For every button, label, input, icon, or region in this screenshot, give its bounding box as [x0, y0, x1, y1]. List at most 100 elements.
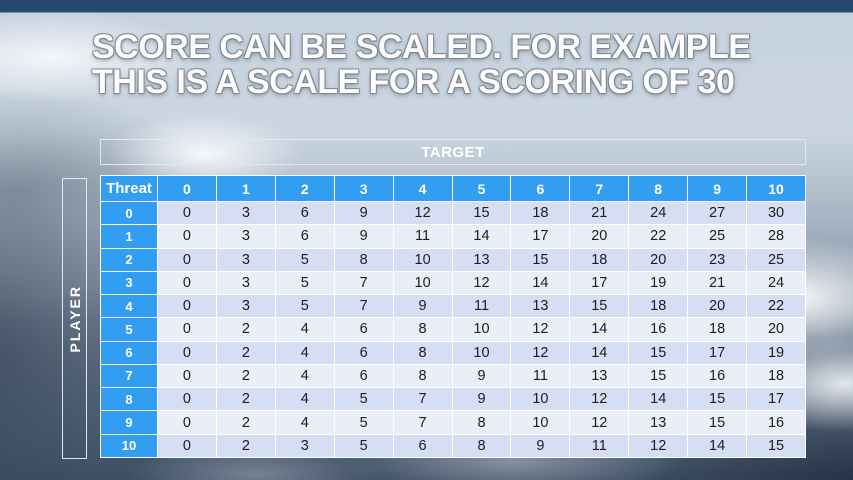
- table-cell: 24: [628, 200, 689, 226]
- table-cell: 13: [569, 363, 630, 389]
- table-cell: 19: [628, 270, 689, 296]
- table-cell: 4: [274, 340, 335, 365]
- row-header: 3: [100, 270, 158, 296]
- table-row: 3 0 3 5 7 10 12 14 17 19 21 24: [100, 270, 806, 296]
- table-cell: 25: [746, 247, 806, 272]
- table-cell: 3: [215, 247, 276, 272]
- table-cell: 7: [392, 387, 453, 412]
- table-cell: 0: [157, 224, 217, 249]
- table-cell: 12: [392, 200, 453, 226]
- table-cell: 14: [687, 433, 748, 459]
- table-cell: 28: [746, 224, 806, 249]
- table-cell: 0: [157, 410, 217, 435]
- row-header: 1: [100, 224, 158, 249]
- table-row: 10 0 2 3 5 6 8 9 11 12 14 15: [100, 433, 806, 459]
- table-cell: 8: [392, 363, 453, 389]
- table-cell: 27: [687, 200, 748, 226]
- corner-header-threat: Threat: [100, 175, 158, 202]
- column-header: 10: [746, 175, 806, 202]
- table-cell: 10: [392, 247, 453, 272]
- table-cell: 20: [569, 224, 630, 249]
- table-row: 8 0 2 4 5 7 9 10 12 14 15 17: [100, 387, 806, 412]
- table-cell: 3: [215, 294, 276, 319]
- table-head: Threat 0 1 2 3 4 5 6 7 8 9 10: [100, 175, 806, 202]
- table-cell: 15: [687, 387, 748, 412]
- table-cell: 0: [157, 270, 217, 296]
- table-cell: 9: [451, 387, 512, 412]
- row-header: 7: [100, 363, 158, 389]
- table-cell: 8: [333, 247, 394, 272]
- table-cell: 9: [392, 294, 453, 319]
- table-cell: 14: [628, 387, 689, 412]
- row-header: 5: [100, 317, 158, 342]
- table-cell: 12: [510, 340, 571, 365]
- table-cell: 6: [333, 340, 394, 365]
- table-cell: 14: [510, 270, 571, 296]
- column-header: 8: [628, 175, 689, 202]
- table-cell: 9: [451, 363, 512, 389]
- table-cell: 7: [333, 270, 394, 296]
- table-row: 4 0 3 5 7 9 11 13 15 18 20 22: [100, 294, 806, 319]
- table-cell: 30: [746, 200, 806, 226]
- table-cell: 0: [157, 363, 217, 389]
- column-header: 6: [510, 175, 571, 202]
- table-cell: 21: [687, 270, 748, 296]
- table-cell: 7: [333, 294, 394, 319]
- table-cell: 14: [451, 224, 512, 249]
- table-cell: 6: [333, 317, 394, 342]
- table-cell: 3: [274, 433, 335, 459]
- table-cell: 15: [510, 247, 571, 272]
- player-label: PLAYER: [66, 284, 83, 353]
- column-header: 3: [333, 175, 394, 202]
- table-cell: 2: [215, 363, 276, 389]
- table-cell: 13: [510, 294, 571, 319]
- table-cell: 6: [274, 200, 335, 226]
- table-cell: 16: [687, 363, 748, 389]
- target-header-bar: TARGET: [100, 139, 806, 165]
- table-cell: 18: [687, 317, 748, 342]
- table-row: 6 0 2 4 6 8 10 12 14 15 17 19: [100, 340, 806, 365]
- table-cell: 22: [746, 294, 806, 319]
- table-cell: 5: [274, 247, 335, 272]
- table-cell: 5: [333, 433, 394, 459]
- table-cell: 11: [392, 224, 453, 249]
- table-cell: 10: [451, 340, 512, 365]
- table-cell: 20: [746, 317, 806, 342]
- table-cell: 9: [510, 433, 571, 459]
- row-header: 8: [100, 387, 158, 412]
- table-cell: 15: [569, 294, 630, 319]
- table-cell: 11: [510, 363, 571, 389]
- table-cell: 7: [392, 410, 453, 435]
- row-header: 9: [100, 410, 158, 435]
- table-cell: 17: [569, 270, 630, 296]
- table-cell: 0: [157, 317, 217, 342]
- title-line-2: THIS IS A SCALE FOR A SCORING OF 30: [92, 63, 735, 101]
- table-row: 0 0 3 6 9 12 15 18 21 24 27 30: [100, 200, 806, 226]
- row-header: 0: [100, 200, 158, 226]
- table-cell: 6: [274, 224, 335, 249]
- table-cell: 0: [157, 294, 217, 319]
- table-cell: 4: [274, 363, 335, 389]
- slide-title: SCORE CAN BE SCALED. FOR EXAMPLE THIS IS…: [92, 30, 792, 100]
- table-cell: 4: [274, 317, 335, 342]
- column-header: 5: [451, 175, 512, 202]
- table-cell: 0: [157, 433, 217, 459]
- table-body: 0 0 3 6 9 12 15 18 21 24 27 30 1 0 3 6 9 11 14 17 20 22 25 28 2 0…: [100, 200, 806, 459]
- table-cell: 16: [628, 317, 689, 342]
- table-cell: 0: [157, 340, 217, 365]
- header-row: Threat 0 1 2 3 4 5 6 7 8 9 10: [100, 175, 806, 202]
- table-cell: 20: [687, 294, 748, 319]
- row-header: 10: [100, 433, 158, 459]
- table-cell: 11: [451, 294, 512, 319]
- table-cell: 4: [274, 387, 335, 412]
- table-cell: 5: [274, 270, 335, 296]
- table-cell: 5: [333, 410, 394, 435]
- table-cell: 21: [569, 200, 630, 226]
- column-header: 2: [274, 175, 335, 202]
- score-table: Threat 0 1 2 3 4 5 6 7 8 9 10 0 0 3 6 9 12 15 18 21 24 27 30 1 0…: [100, 175, 806, 459]
- table-cell: 8: [451, 433, 512, 459]
- table-cell: 9: [333, 224, 394, 249]
- column-header: 4: [392, 175, 453, 202]
- table-cell: 8: [392, 340, 453, 365]
- table-cell: 2: [215, 340, 276, 365]
